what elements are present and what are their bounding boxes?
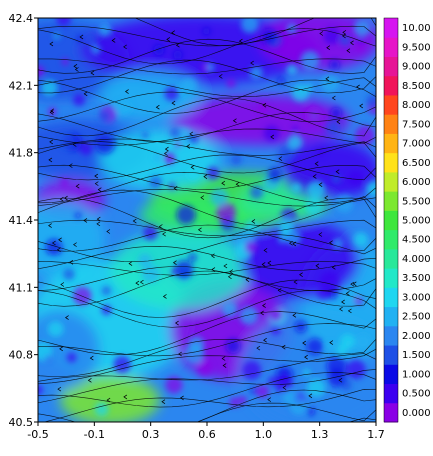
colorbar-label: 3.000 [402, 292, 431, 303]
colorbar-label: 9.000 [402, 62, 431, 73]
y-tick-label: 41.1 [9, 281, 34, 294]
colorbar-swatch [384, 37, 398, 57]
y-tick-label: 42.4 [9, 12, 34, 25]
colorbar-label: 1.500 [402, 350, 431, 361]
colorbar-label: 1.000 [402, 369, 431, 380]
colorbar-label: 6.500 [402, 158, 431, 169]
x-tick-label: 1.7 [367, 428, 385, 441]
y-tick-label: 42.1 [9, 79, 34, 92]
colorbar-swatch [384, 248, 398, 269]
colorbar-label: 8.000 [402, 100, 431, 111]
colorbar-swatch [384, 171, 398, 192]
x-tick-label: -0.5 [27, 428, 48, 441]
colorbar-label: 7.500 [402, 119, 431, 130]
y-tick-label: 41.8 [9, 147, 34, 160]
colorbar-swatch [384, 325, 398, 346]
colorbar-label: 4.500 [402, 235, 431, 246]
colorbar-label: 2.000 [402, 331, 431, 342]
colorbar-swatch [384, 75, 398, 96]
colorbar-swatch [384, 383, 398, 404]
x-tick-label: 1.3 [311, 428, 329, 441]
x-tick-label: 0.3 [142, 428, 160, 441]
colorbar-swatch [384, 287, 398, 308]
colorbar-label: 6.000 [402, 177, 431, 188]
colorbar-label: 8.500 [402, 81, 431, 92]
colorbar-label: 10.00 [402, 23, 431, 34]
colorbar-swatch [384, 345, 398, 365]
colorbar-label: 0.000 [402, 408, 431, 419]
x-axis: -0.5 -0.1 0.3 0.6 1.0 1.3 1.7 [27, 422, 385, 441]
colorbar-swatch [384, 114, 398, 134]
contour-field [38, 18, 376, 422]
streamlines [38, 18, 376, 422]
colorbar-label: 9.500 [402, 42, 431, 53]
y-tick-label: 40.5 [9, 416, 34, 429]
colorbar-swatch [384, 210, 398, 231]
colorbar-swatch [384, 268, 398, 288]
colorbar-label: 4.000 [402, 254, 431, 265]
colorbar-swatch [384, 18, 398, 38]
x-tick-label: -0.1 [84, 428, 105, 441]
colorbar-swatch [384, 56, 398, 77]
colorbar-swatch [384, 94, 398, 115]
colorbar-swatch [384, 152, 398, 173]
colorbar-label: 3.500 [402, 273, 431, 284]
colorbar-swatch [384, 364, 398, 385]
x-tick-label: 1.0 [255, 428, 273, 441]
colorbar-swatch [384, 191, 398, 211]
y-tick-label: 41.4 [9, 214, 34, 227]
colorbar-label: 0.500 [402, 389, 431, 400]
colorbar-swatch [384, 402, 398, 423]
colorbar-swatch [384, 133, 398, 154]
y-tick-label: 40.8 [9, 349, 34, 362]
colorbar-label: 7.000 [402, 139, 431, 150]
colorbar-swatch [384, 306, 398, 327]
colorbar-label: 2.500 [402, 312, 431, 323]
colorbar-label: 5.000 [402, 216, 431, 227]
y-axis: 40.5 40.8 41.1 41.4 41.8 42.1 42.4 [9, 12, 38, 429]
colorbar-label: 5.500 [402, 196, 431, 207]
x-tick-label: 0.6 [198, 428, 216, 441]
colorbar: 0.000 0.500 1.000 1.500 2.000 2.500 3.000 3.500… [383, 17, 431, 423]
colorbar-swatch [384, 229, 398, 250]
